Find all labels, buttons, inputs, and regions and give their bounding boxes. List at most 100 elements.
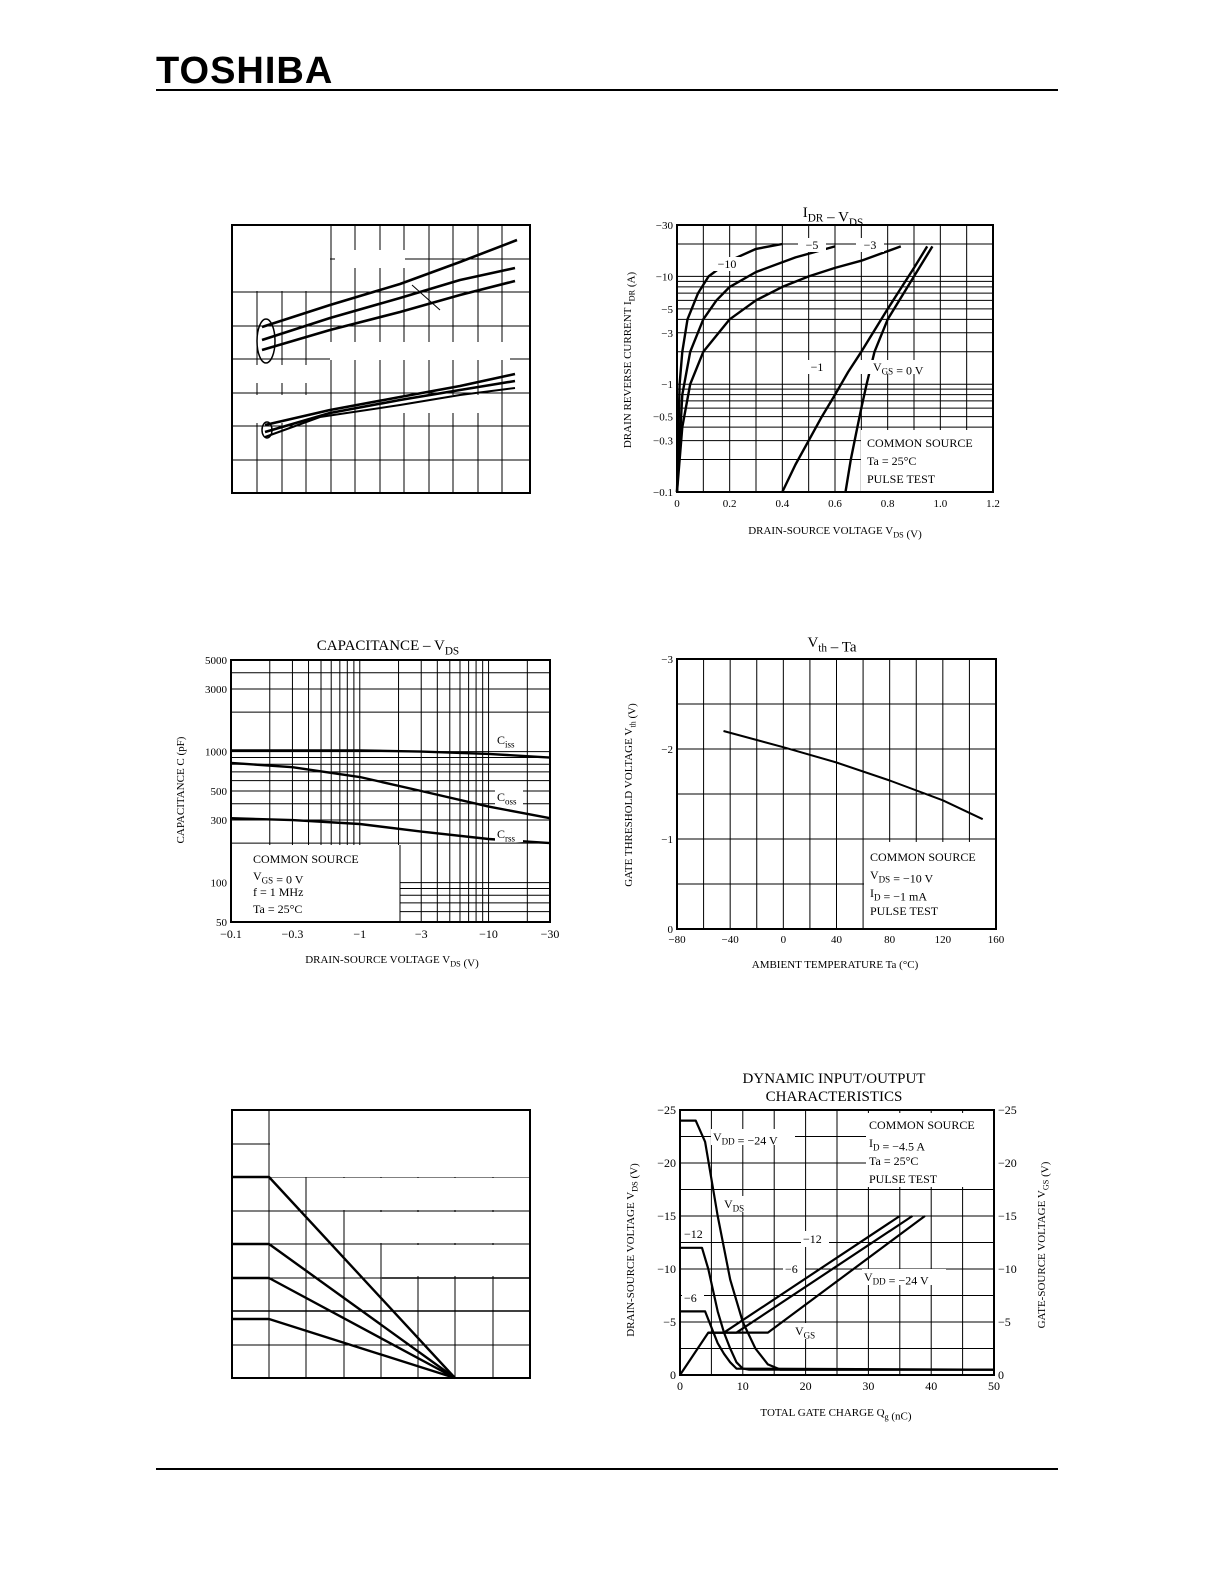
x-tick-label: 0.4 <box>775 498 789 510</box>
label-bg <box>859 360 925 374</box>
label-bg <box>722 1196 752 1212</box>
series-line <box>264 379 516 434</box>
chart-capacitance: −0.1 −0.3 −1 −3 −10 −30 5000 3000 1000 500 300 100 5… <box>175 638 559 969</box>
chart-title: DYNAMIC INPUT/OUTPUT <box>743 1071 926 1087</box>
x-tick-label: 0 <box>781 934 787 946</box>
y-tick-label: 500 <box>211 786 228 798</box>
series-line <box>781 245 929 493</box>
y-tick-label: 50 <box>216 917 228 929</box>
label-panel <box>345 1212 529 1243</box>
x-tick-label: 0 <box>674 498 680 510</box>
legend-box <box>866 1113 993 1187</box>
legend-text: ID = −1 mA <box>870 886 927 904</box>
x-tick-label: 0.8 <box>881 498 895 510</box>
series-line <box>261 238 518 329</box>
y-tick-label: −3 <box>661 328 673 340</box>
curve-label: −12 <box>803 1232 822 1246</box>
label-panel <box>382 1245 529 1276</box>
y-axis-label: DRAIN-SOURCE VOLTAGE VDS (V) <box>625 1163 640 1337</box>
label-bg <box>793 1323 823 1339</box>
curve-group-marker <box>256 318 276 364</box>
curve-label: VDD = −24 V <box>864 1270 929 1288</box>
series-line <box>261 279 516 352</box>
label-bg <box>856 238 884 252</box>
x-tick-label: 120 <box>935 934 952 946</box>
label-panel <box>390 395 500 413</box>
y-tick-label: 300 <box>211 815 228 827</box>
label-bg <box>801 1231 829 1247</box>
series-line <box>230 761 551 820</box>
x-tick-label: −30 <box>541 927 560 941</box>
series-line <box>232 1242 456 1379</box>
y-tick-label: −30 <box>656 220 674 232</box>
label-bg <box>713 257 741 271</box>
curve-label: −3 <box>864 238 877 252</box>
series-label: Crss <box>497 827 516 844</box>
y2-tick-label: −25 <box>998 1103 1017 1117</box>
legend-text: PULSE TEST <box>870 904 939 918</box>
series-line <box>844 245 934 493</box>
legend-box <box>864 842 995 928</box>
chart-title: Vth – Ta <box>807 635 856 656</box>
chart-title: CHARACTERISTICS <box>766 1089 903 1105</box>
label-bg <box>495 732 523 748</box>
curve-label: −10 <box>718 257 737 271</box>
x-axis-label: DRAIN-SOURCE VOLTAGE VDS (V) <box>305 954 479 969</box>
y2-tick-label: −15 <box>998 1209 1017 1223</box>
curve-label: −5 <box>806 238 819 252</box>
chart-dynamic-io: 0 10 20 30 40 50 −25 −20 −15 −10 −5 0 −25 −20 −15 −10 −5… <box>625 1071 1051 1422</box>
toshiba-logo: TOSHIBA <box>156 50 334 92</box>
label-bg <box>495 789 523 805</box>
label-bg <box>682 1226 710 1242</box>
y-tick-label: −10 <box>657 1262 676 1276</box>
series-line <box>680 1119 994 1371</box>
x-tick-label: −80 <box>668 934 686 946</box>
x-tick-label: 80 <box>884 934 896 946</box>
curve-label: VGS <box>795 1324 815 1341</box>
series-line <box>675 245 836 493</box>
x-tick-label: 10 <box>737 1379 749 1393</box>
y2-tick-label: −5 <box>998 1315 1011 1329</box>
curve-group-marker <box>261 421 273 439</box>
x-tick-label: 20 <box>800 1379 812 1393</box>
x-tick-label: −1 <box>353 927 366 941</box>
y-tick-label: −1 <box>661 379 673 391</box>
label-panel <box>405 342 510 360</box>
label-panel <box>335 250 405 268</box>
label-bg <box>862 1269 946 1285</box>
legend-text: ID = −4.5 A <box>869 1136 925 1154</box>
x-tick-label: 40 <box>831 934 843 946</box>
y-tick-label: −0.5 <box>653 412 673 424</box>
series-line <box>232 1317 456 1380</box>
footer-rule <box>156 1468 1058 1470</box>
x-tick-label: 1.0 <box>933 498 947 510</box>
series-line <box>264 372 516 427</box>
legend-text: Ta = 25°C <box>869 1154 918 1168</box>
series-line <box>675 242 783 493</box>
legend-text: f = 1 MHz <box>253 885 303 899</box>
y2-tick-label: −20 <box>998 1156 1017 1170</box>
x-tick-label: −0.3 <box>282 927 304 941</box>
series-line <box>680 1310 995 1371</box>
x-axis-label: TOTAL GATE CHARGE Qg (nC) <box>760 1407 911 1422</box>
chart-idr-vds: 0 0.2 0.4 0.6 0.8 1.0 1.2 −30 −10 −5 −3 −1 −0.5 −0.3 −… <box>622 205 1000 540</box>
chart-blank-bottom <box>231 1109 531 1380</box>
x-tick-label: 40 <box>925 1379 937 1393</box>
y2-tick-label: −10 <box>998 1262 1017 1276</box>
legend-text: PULSE TEST <box>867 472 936 486</box>
y-tick-label: −25 <box>657 1103 676 1117</box>
label-bg <box>495 826 523 842</box>
x-tick-label: 50 <box>988 1379 1000 1393</box>
curve-label: VDS <box>724 1197 744 1214</box>
curve-label: −1 <box>811 360 824 374</box>
series-line <box>723 730 984 821</box>
y-tick-label: 100 <box>211 878 228 890</box>
y-tick-label: 0 <box>668 924 674 936</box>
x-tick-label: 0.6 <box>828 498 842 510</box>
label-panel <box>233 226 330 291</box>
x-tick-label: 30 <box>862 1379 874 1393</box>
y-axis-label: CAPACITANCE C (pF) <box>175 736 187 843</box>
y2-tick-label: 0 <box>998 1368 1004 1382</box>
y-tick-label: 3000 <box>205 684 228 696</box>
